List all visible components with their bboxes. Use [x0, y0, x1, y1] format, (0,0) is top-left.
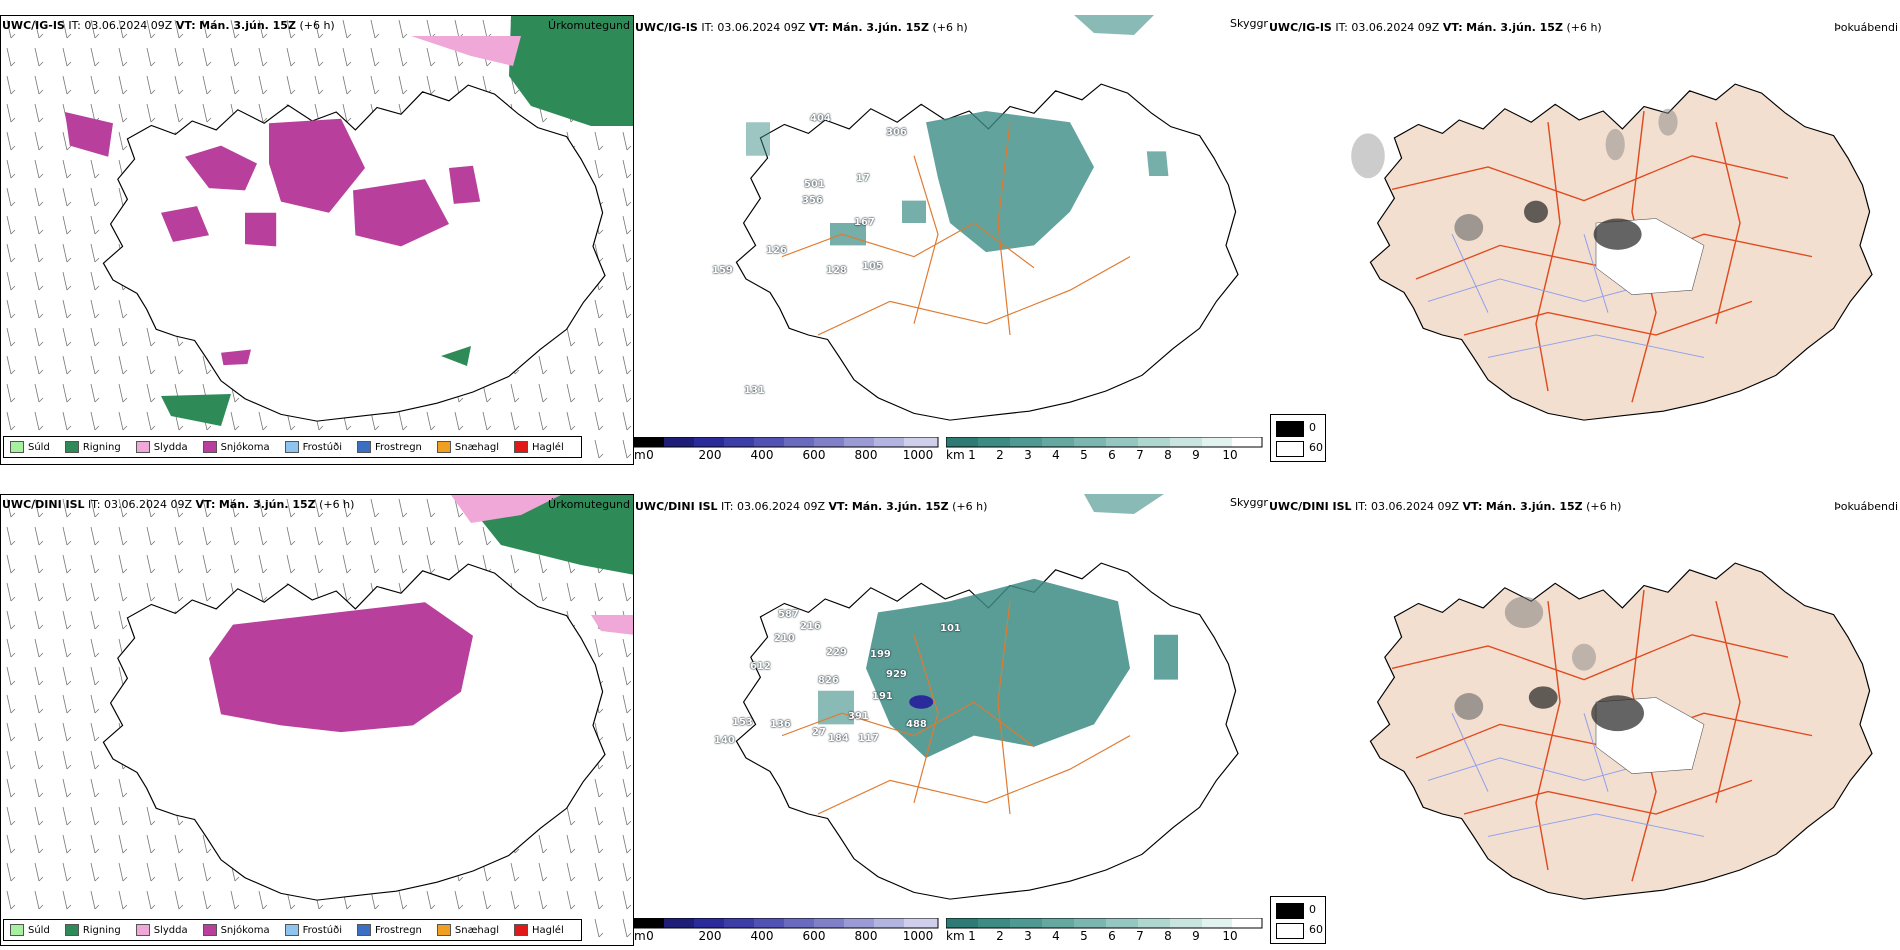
model-name: UWC/IG-IS [2, 19, 65, 32]
legend-item-rain: Rigning [61, 441, 121, 453]
cloud-base-label: 101 [940, 623, 961, 634]
cloud-base-label: 391 [848, 711, 869, 722]
cloud-base-label: 229 [826, 647, 847, 658]
cloud-base-label: 587 [778, 609, 799, 620]
legend-item-sleet: Slydda [132, 441, 188, 453]
cloud-base-label: 27 [812, 727, 826, 738]
fog-title: Þokuábendi [1834, 21, 1898, 34]
visibility-colorbar: km 1 2 3 4 5 6 7 8 9 10 [946, 918, 1266, 946]
cloud-base-label: 199 [870, 649, 891, 660]
fog-map [1369, 562, 1873, 900]
ceiling-tick: 0 [646, 448, 654, 462]
cloud-base-label: 128 [826, 265, 847, 276]
cloud-base-label: 140 [714, 735, 735, 746]
cloud-base-label: 131 [744, 385, 765, 396]
vis-tick: 8 [1164, 448, 1172, 462]
fog-tick: 0 [1309, 421, 1316, 434]
fog-scale-row2: 0 60 [1270, 896, 1326, 944]
ceiling-tick: 800 [854, 448, 878, 462]
cloud-base-label: 356 [802, 195, 823, 206]
cloud-base-label: 210 [774, 633, 795, 644]
cloud-base-label: 153 [732, 717, 753, 728]
ceiling-colorbar: m 0 200 400 600 800 1000 [634, 437, 944, 465]
visibility-map [735, 15, 1239, 421]
panel-title: UWC/IG-IS IT: 03.06.2024 09Z VT: Mán. 3.… [1269, 21, 1602, 34]
lead-time: (+6 h) [299, 19, 335, 32]
cloud-base-label: 136 [770, 719, 791, 730]
vis-tick: 7 [1136, 448, 1144, 462]
precip-map [1, 495, 633, 945]
vis-tick: 10 [1222, 448, 1238, 462]
cloud-base-label: 826 [818, 675, 839, 686]
legend-item-snow-pellets: Snæhagl [433, 441, 499, 453]
vis-tick: 9 [1192, 448, 1200, 462]
precip-map [1, 16, 633, 464]
panel-title: UWC/IG-IS IT: 03.06.2024 09Z VT: Mán. 3.… [635, 21, 968, 34]
legend-item-freezing-rain: Frostregn [353, 441, 422, 453]
visibility-title: Skyggni [1230, 496, 1268, 509]
cloud-base-label: 306 [886, 127, 907, 138]
vis-tick: 1 [968, 448, 976, 462]
cloud-base-label: 184 [828, 733, 849, 744]
cloud-base-label: 191 [872, 691, 893, 702]
cloud-base-label: 404 [810, 113, 831, 124]
panel-title: UWC/DINI ISL IT: 03.06.2024 09Z VT: Mán.… [635, 500, 988, 513]
ceiling-tick: 600 [802, 448, 826, 462]
cloud-base-label: 501 [804, 179, 825, 190]
it-label: IT: [68, 19, 81, 32]
fog-panel-dini: UWC/DINI ISL IT: 03.06.2024 09Z VT: Mán.… [1268, 494, 1900, 946]
ceiling-unit: m [634, 448, 646, 462]
visibility-panel-dini: UWC/DINI ISL IT: 03.06.2024 09Z VT: Mán.… [634, 494, 1268, 946]
ceiling-tick: 400 [750, 448, 774, 462]
fog-scale-row1: 0 60 [1270, 414, 1326, 462]
ceiling-tick: 200 [698, 448, 722, 462]
visibility-panel-igis: UWC/IG-IS IT: 03.06.2024 09Z VT: Mán. 3.… [634, 15, 1268, 465]
vt-value: Mán. 3.jún. 15Z [199, 19, 296, 32]
vis-tick: 5 [1080, 448, 1088, 462]
legend-item-drizzle: Súld [6, 441, 50, 453]
vis-tick: 4 [1052, 448, 1060, 462]
legend-item-snow: Snjókoma [199, 441, 270, 453]
panel-title: UWC/DINI ISL IT: 03.06.2024 09Z VT: Mán.… [2, 498, 355, 511]
vis-tick: 2 [996, 448, 1004, 462]
cloud-base-label: 117 [858, 733, 879, 744]
fog-map [1351, 83, 1873, 421]
cloud-base-label: 17 [856, 173, 870, 184]
fog-tick: 60 [1309, 441, 1323, 454]
cloud-base-label: 216 [800, 621, 821, 632]
ceiling-tick: 1000 [902, 448, 934, 462]
fog-panel-igis: UWC/IG-IS IT: 03.06.2024 09Z VT: Mán. 3.… [1268, 15, 1900, 465]
panel-title: UWC/DINI ISL IT: 03.06.2024 09Z VT: Mán.… [1269, 500, 1622, 513]
visibility-map [735, 494, 1239, 900]
visibility-colorbar: km 1 2 3 4 5 6 7 8 9 10 [946, 437, 1266, 465]
cloud-base-label: 612 [750, 661, 771, 672]
precip-title: Úrkomutegund [548, 498, 630, 511]
fog-title: Þokuábendi [1834, 500, 1898, 513]
cloud-base-label: 126 [766, 245, 787, 256]
ceiling-colorbar: m 0 200 400 600 800 1000 [634, 918, 944, 946]
precip-legend: Súld Rigning Slydda Snjókoma Frostúði Fr… [3, 436, 582, 458]
precip-title: Úrkomutegund [548, 19, 630, 32]
cloud-base-label: 159 [712, 265, 733, 276]
vis-tick: 3 [1024, 448, 1032, 462]
precip-panel-igis: UWC/IG-IS IT: 03.06.2024 09Z VT: Mán. 3.… [0, 15, 634, 465]
cloud-base-label: 929 [886, 669, 907, 680]
vis-tick: 6 [1108, 448, 1116, 462]
it-value: 03.06.2024 09Z [84, 19, 173, 32]
vt-label: VT: [175, 19, 196, 32]
precip-panel-dini: UWC/DINI ISL IT: 03.06.2024 09Z VT: Mán.… [0, 494, 634, 946]
cloud-base-label: 167 [854, 217, 875, 228]
legend-item-hail: Haglél [510, 441, 564, 453]
cloud-base-label: 488 [906, 719, 927, 730]
precip-legend: Súld Rigning Slydda Snjókoma Frostúði Fr… [3, 919, 582, 941]
visibility-unit: km [946, 448, 965, 462]
visibility-title: Skyggni [1230, 17, 1268, 30]
panel-title: UWC/IG-IS IT: 03.06.2024 09Z VT: Mán. 3.… [2, 19, 335, 32]
legend-item-freezing-drizzle: Frostúði [281, 441, 342, 453]
cloud-base-label: 105 [862, 261, 883, 272]
